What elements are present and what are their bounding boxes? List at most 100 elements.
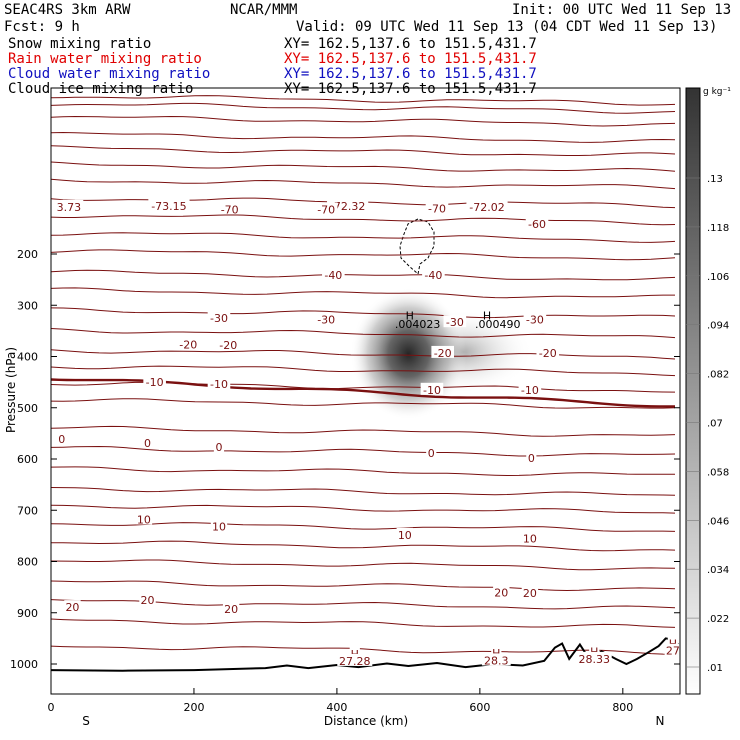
- contour-label-bg: [667, 636, 678, 649]
- y-tick-label: 500: [17, 402, 38, 415]
- contour-label-bg: [523, 312, 547, 325]
- x-tick-label: 0: [48, 701, 55, 714]
- colorbar-label: .01: [707, 663, 723, 674]
- contour-label-bg: [148, 198, 190, 211]
- init-time: Init: 00 UTC Wed 11 Sep 13: [512, 2, 732, 18]
- isotherm-line: [50, 445, 676, 457]
- isotherm-line: [50, 269, 676, 281]
- contour-label-bg: [139, 592, 156, 605]
- isotherm-line: [50, 618, 676, 628]
- contour-label-bg: [526, 450, 537, 463]
- field-xy-cloud-water: XY= 162.5,137.6 to 151.5,431.7: [284, 66, 537, 82]
- colorbar-label: .13: [707, 174, 723, 185]
- y-tick-label: 900: [17, 607, 38, 620]
- y-tick-label: 200: [17, 248, 38, 261]
- isotherm-line: [50, 131, 676, 143]
- colorbar-label: .046: [707, 516, 729, 527]
- x-tick-label: 400: [326, 701, 347, 714]
- field-label-cloud-ice: Cloud ice mixing ratio: [8, 81, 194, 97]
- isotherm-line: [50, 522, 676, 532]
- contour-label-bg: [396, 527, 414, 540]
- contour-label: -30: [526, 314, 544, 327]
- contour-label: -20: [434, 347, 452, 360]
- valid-time: Valid: 09 UTC Wed 11 Sep 13 (04 CDT Wed …: [296, 19, 718, 35]
- field-xy-snow: XY= 162.5,137.6 to 151.5,431.7: [284, 36, 537, 52]
- contour-label-bg: [314, 312, 338, 325]
- colorbar-label: .118: [707, 223, 729, 234]
- colorbar-label: .034: [707, 565, 729, 576]
- isotherm-line: [50, 102, 676, 114]
- contour-label-bg: [589, 644, 600, 657]
- colorbar-label: .022: [707, 614, 729, 625]
- isotherm-line: [50, 214, 676, 226]
- colorbar: .01 .022 .034 .046 .058 .07 .082 .094 .106 .118 .1…: [685, 87, 731, 695]
- contour-label: 28.3: [484, 654, 509, 667]
- contour-label-bg: [143, 375, 166, 388]
- contour-label: 20: [65, 601, 79, 614]
- contour-label-bg: [420, 382, 444, 395]
- contour-label: 3.73: [57, 201, 82, 214]
- contour-label: -30: [446, 316, 464, 329]
- isotherm-line: [50, 487, 676, 496]
- contour-label-bg: [466, 199, 508, 212]
- plot-frame: [50, 87, 681, 695]
- contour-label: -70: [317, 203, 335, 216]
- colorbar-ramp: [685, 87, 701, 695]
- contour-label: -70: [428, 202, 446, 215]
- y-tick-label: 600: [17, 453, 38, 466]
- y-tick-label: 400: [17, 351, 38, 364]
- isotherm-line: [50, 145, 676, 156]
- contour-label-bg: [64, 600, 81, 613]
- isotherm-line: [50, 425, 676, 437]
- contour-label-bg: [431, 345, 454, 358]
- isotherm-line: [50, 287, 675, 299]
- contour-label: 20: [523, 587, 537, 600]
- contour-label: -10: [423, 384, 441, 397]
- maximum-label: .000490: [475, 318, 521, 331]
- contour-label-bg: [425, 201, 449, 214]
- contour-label-bg: [521, 531, 539, 544]
- contour-label-bg: [349, 646, 360, 659]
- contour-label-bg: [337, 653, 373, 666]
- isotherm-line: [50, 249, 676, 261]
- maximum-label: H: [406, 310, 414, 323]
- isotherm-line: [50, 95, 676, 106]
- contour-label: 20: [494, 586, 508, 599]
- contour-labels: 3.73 -73.15 -72.32 -72.02 -70 -70 -70 -60 -40 -40…: [54, 198, 682, 668]
- contour-label: 0: [215, 441, 222, 454]
- isotherm-line: [50, 178, 676, 190]
- contour-label: -10: [210, 378, 228, 391]
- model-title: SEAC4RS 3km ARW: [4, 2, 131, 18]
- field-xy-cloud-ice: XY= 162.5,137.6 to 151.5,431.7: [284, 81, 537, 97]
- contour-label: -10: [521, 384, 539, 397]
- x-tick-label: 600: [469, 701, 490, 714]
- terrain-path: [50, 637, 681, 672]
- contour-label-bg: [210, 519, 228, 532]
- contour-label-bg: [207, 377, 231, 390]
- contour-label: 28.33: [578, 653, 610, 666]
- contour-label: -60: [528, 218, 546, 231]
- contour-label-bg: [216, 338, 240, 351]
- isotherm-line: [50, 161, 676, 172]
- contour-label: 20: [140, 594, 154, 607]
- colorbar-label: .094: [707, 321, 729, 332]
- contour-label-bg: [443, 315, 467, 328]
- isotherm-line: [50, 645, 676, 655]
- contour-label: -20: [539, 347, 557, 360]
- isotherm-line: [50, 232, 676, 243]
- contour-label-bg: [422, 268, 445, 281]
- field-label-rain: Rain water mixing ratio: [8, 51, 202, 67]
- contour-label: -40: [424, 269, 442, 282]
- contour-label: -72.02: [469, 201, 504, 214]
- y-tick-label: 800: [17, 556, 38, 569]
- contour-label: 27.28: [339, 655, 371, 668]
- contour-label-bg: [322, 268, 345, 281]
- contour-label-bg: [521, 585, 539, 598]
- contour-label-bg: [222, 602, 240, 615]
- y-tick-label: 1000: [10, 658, 38, 671]
- contour-label-bg: [536, 345, 560, 358]
- colorbar-label: .07: [707, 419, 723, 430]
- isotherm-line: [50, 559, 676, 571]
- isotherm-line: [50, 398, 676, 409]
